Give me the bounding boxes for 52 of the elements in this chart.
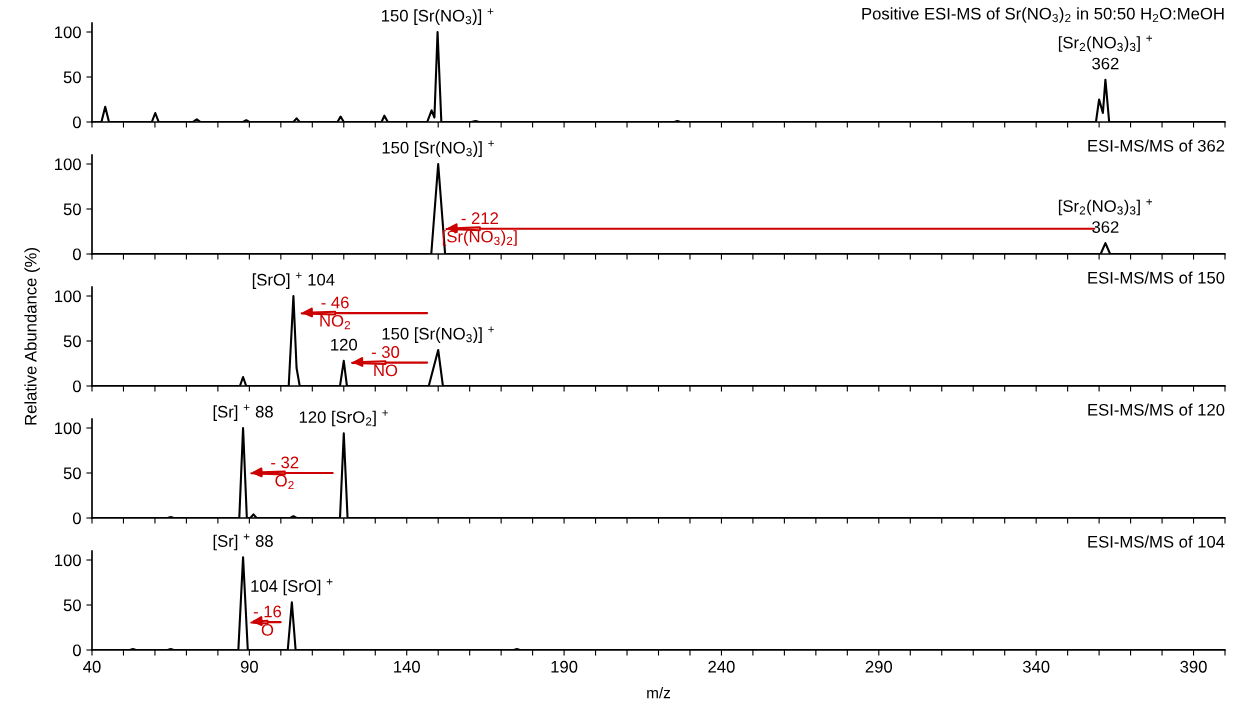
x-tick-label: 140 [394, 660, 420, 673]
y-tick-label: 0 [72, 380, 81, 393]
x-tick-label: 190 [551, 660, 578, 673]
annotation: - 212 [461, 212, 499, 224]
chart-title: Positive ESI-MS of Sr(NO$_{3}$)$_{2}$ in 50:50 H$_{2}$O:MeOH [862, 7, 1224, 23]
chart-title: ESI-MS/MS of 150 [1088, 271, 1225, 284]
annotation: NO [374, 364, 398, 377]
annotation: [Sr$_{2}$(NO$_{3}$)$_{3}$] $^{+}$ [1058, 35, 1153, 52]
y-tick-label: 100 [55, 158, 81, 171]
y-tick-label: 50 [63, 71, 81, 84]
x-tick-label: 390 [1180, 660, 1207, 673]
x-axis-title: m/z [647, 687, 671, 699]
annotation: - 32 [271, 456, 299, 469]
annotation: 150 [Sr(NO$_{3}$)] $^{+}$ [382, 326, 494, 343]
y-tick-label: 100 [55, 290, 81, 303]
chart-title: ESI-MS/MS of 120 [1088, 403, 1225, 416]
annotation: - 46 [321, 296, 349, 309]
annotation: 104 [SrO] $^{+}$ [251, 578, 333, 596]
y-tick-label: 100 [55, 422, 81, 435]
annotation: [Sr$_{2}$(NO$_{3}$)$_{3}$] $^{+}$ [1058, 198, 1153, 216]
y-tick-label: 50 [63, 599, 81, 612]
y-tick-label: 100 [55, 26, 81, 39]
chart-title: ESI-MS/MS of 104 [1088, 535, 1225, 548]
x-tick-label: 90 [240, 660, 258, 673]
y-tick-label: 0 [72, 248, 81, 261]
y-tick-label: 0 [72, 512, 81, 525]
y-tick-label: 50 [63, 335, 81, 348]
y-tick-label: 50 [63, 467, 81, 480]
x-tick-label: 290 [865, 660, 893, 673]
annotation: 120 [SrO$_{2}$] $^{+}$ [299, 409, 388, 427]
annotation: 150 [Sr(NO$_{3}$)] $^{+}$ [382, 8, 494, 25]
annotation: 150 [Sr(NO$_{3}$)] $^{+}$ [382, 140, 494, 157]
y-tick-label: 0 [72, 644, 81, 657]
chart-title: ESI-MS/MS of 362 [1088, 139, 1225, 152]
y-tick-label: 50 [63, 203, 81, 216]
x-tick-label: 240 [708, 660, 735, 673]
annotation: 362 [1092, 221, 1119, 233]
annotation: - 30 [371, 346, 400, 358]
x-tick-label: 340 [1022, 660, 1050, 673]
annotation: [Sr] $^{+}$ 88 [213, 404, 273, 421]
y-tick-label: 0 [72, 116, 81, 129]
annotation: - 16 [253, 605, 282, 618]
annotation: 120 [331, 338, 358, 351]
annotation: 362 [1092, 57, 1119, 70]
annotation: O$_{2}$ [275, 474, 294, 490]
y-axis-title: Relative Abundance (%) [24, 248, 40, 425]
annotation: O [261, 623, 274, 636]
y-tick-label: 100 [55, 554, 81, 567]
x-tick-label: 40 [83, 660, 101, 673]
annotation: [Sr] $^{+}$ 88 [213, 533, 273, 551]
annotation: [SrO] $^{+}$ 104 [252, 272, 335, 289]
annotation: NO$_{2}$ [320, 314, 351, 330]
